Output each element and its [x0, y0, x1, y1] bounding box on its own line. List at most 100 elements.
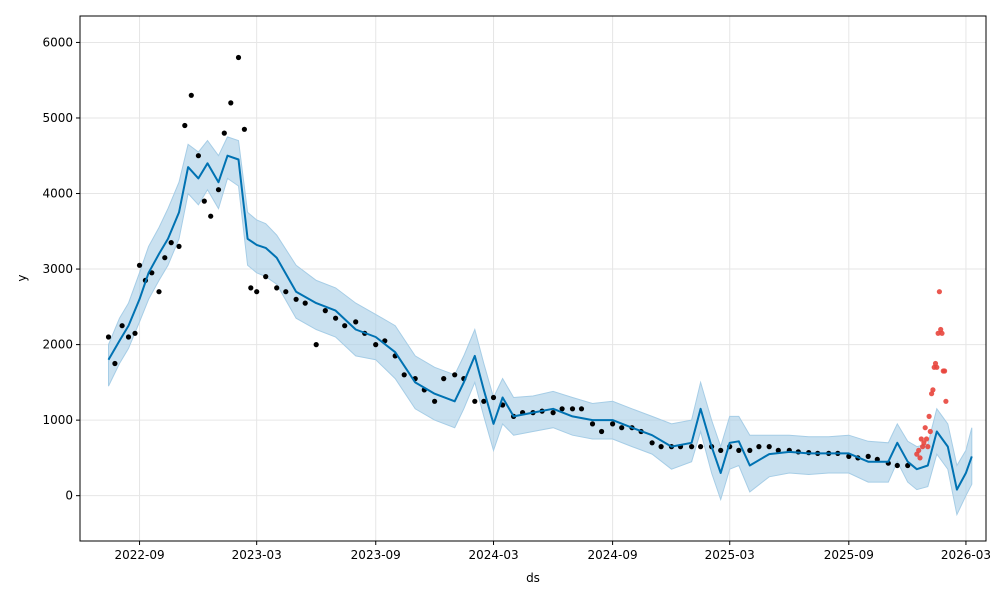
observed-point: [313, 342, 319, 348]
observed-point: [215, 187, 222, 193]
forecast-line: [107, 154, 973, 491]
y-tick-label: 2000: [42, 338, 73, 352]
y-tick-label: 3000: [42, 262, 73, 276]
observed-point: [353, 319, 359, 325]
anomaly-point: [921, 440, 927, 446]
y-tick-label: 4000: [42, 187, 73, 201]
y-axis-label: y: [15, 274, 29, 281]
observed-point: [865, 453, 871, 459]
anomaly-point: [925, 444, 931, 450]
y-tick-label: 6000: [42, 35, 73, 49]
observed-point: [263, 274, 269, 280]
observed-point: [188, 92, 194, 98]
x-tick-label: 2023-03: [232, 548, 282, 562]
anomaly-point: [943, 398, 949, 404]
observed-point: [718, 447, 724, 453]
observed-point: [241, 126, 247, 132]
observed-point: [766, 444, 772, 450]
observed-point: [452, 372, 458, 378]
observed-point: [149, 270, 155, 276]
observed-point: [254, 289, 260, 295]
observed-point: [578, 406, 585, 412]
x-tick-label: 2025-03: [705, 548, 755, 562]
x-tick-label: 2024-09: [588, 548, 638, 562]
observed-point: [208, 213, 214, 219]
observed-point: [176, 243, 182, 249]
x-tick-label: 2024-03: [468, 548, 518, 562]
observed-point: [481, 398, 487, 404]
grid: [80, 16, 986, 541]
anomaly-point: [922, 425, 928, 431]
x-axis: 2022-09 2023-03 2023-09 2024-03 2024-09 2025-…: [114, 541, 991, 562]
observed-point: [105, 334, 112, 340]
observed-point: [322, 308, 328, 314]
observed-point: [905, 462, 911, 469]
y-tick-label: 5000: [42, 111, 73, 125]
observed-point: [619, 425, 625, 431]
anomaly-point: [936, 289, 943, 295]
observed-point: [559, 406, 565, 412]
observed-point: [432, 398, 438, 404]
observed-point: [182, 122, 188, 129]
observed-point: [747, 447, 753, 453]
x-tick-label: 2025-09: [824, 548, 874, 562]
observed-point: [658, 444, 664, 450]
anomaly-points: [914, 289, 949, 461]
x-axis-label: ds: [526, 571, 540, 585]
y-axis: 0 1000 2000 3000 4000 5000 6000: [42, 35, 80, 503]
anomaly-point: [926, 413, 932, 419]
observed-point: [775, 447, 781, 453]
y-tick-label: 1000: [42, 413, 73, 427]
observed-point: [156, 289, 162, 295]
observed-point: [293, 296, 299, 302]
observed-point: [569, 406, 576, 412]
observed-point: [302, 300, 308, 306]
observed-point: [894, 462, 900, 469]
observed-point: [599, 428, 605, 435]
observed-point: [125, 334, 132, 340]
observed-point: [136, 262, 143, 268]
observed-point: [698, 444, 704, 450]
observed-point: [472, 398, 478, 404]
y-tick-label: 0: [65, 489, 73, 503]
anomaly-point: [930, 387, 936, 393]
observed-point: [333, 315, 339, 321]
anomaly-point: [939, 330, 945, 336]
observed-point: [132, 330, 138, 336]
observed-point: [373, 342, 379, 348]
x-tick-label: 2026-03: [941, 548, 991, 562]
anomaly-point: [934, 364, 940, 370]
x-tick-label: 2022-09: [114, 548, 164, 562]
observed-point: [168, 240, 174, 246]
observed-point: [119, 323, 125, 329]
anomaly-point: [942, 368, 948, 374]
observed-point: [221, 130, 227, 136]
observed-point: [550, 410, 556, 416]
anomaly-point: [916, 447, 922, 453]
observed-point: [112, 360, 118, 367]
observed-point: [248, 285, 254, 291]
observed-point: [228, 100, 234, 106]
observed-point: [235, 54, 242, 61]
x-tick-label: 2023-09: [351, 548, 401, 562]
observed-point: [846, 453, 852, 459]
observed-point: [441, 376, 447, 382]
observed-point: [195, 153, 201, 159]
observed-point: [201, 198, 207, 204]
observed-point: [689, 444, 695, 450]
plot-frame: [79, 15, 987, 542]
observed-point: [490, 394, 497, 401]
observed-point: [283, 289, 289, 295]
observed-point: [756, 444, 762, 450]
observed-point: [162, 255, 168, 261]
forecast-line-group: [107, 154, 973, 491]
observed-point: [589, 421, 596, 427]
observed-point: [401, 372, 407, 378]
observed-point: [610, 421, 616, 427]
observed-point: [274, 285, 280, 291]
observed-point: [342, 323, 348, 329]
anomaly-point: [923, 436, 930, 442]
observed-point: [736, 447, 742, 453]
